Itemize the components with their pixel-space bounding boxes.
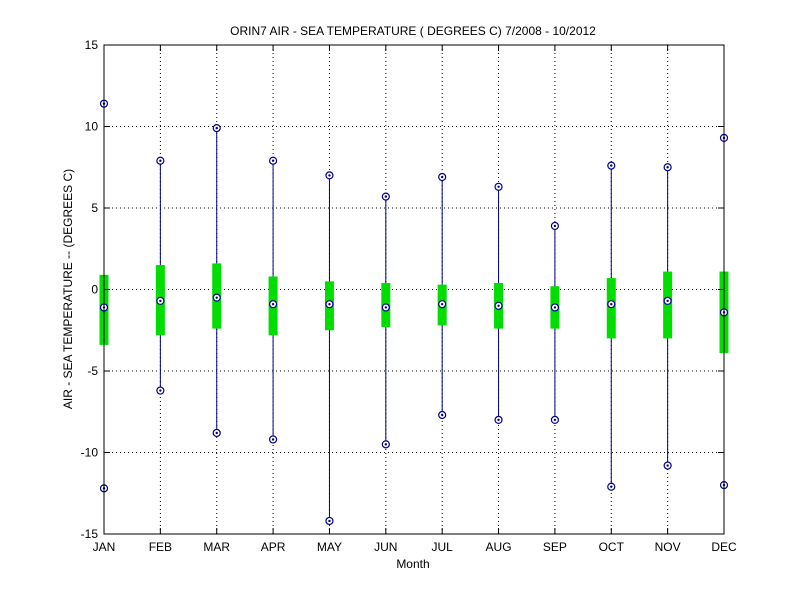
max-marker-jul: [438, 172, 447, 182]
median-marker-sep: [550, 303, 560, 312]
median-marker-apr: [268, 300, 278, 309]
max-marker-feb-dot: [159, 159, 162, 162]
max-marker-nov-dot: [666, 166, 669, 169]
min-marker-may: [325, 516, 334, 526]
x-tick-label-jan: JAN: [93, 540, 116, 554]
min-marker-feb: [156, 386, 165, 395]
x-tick-label-may: MAY: [317, 540, 342, 554]
max-marker-sep: [550, 221, 560, 231]
max-marker-oct: [607, 161, 616, 170]
max-marker-aug-dot: [497, 185, 500, 189]
y-axis-label: AIR - SEA TEMPERATURE -- (DEGREES C): [61, 169, 75, 409]
min-marker-oct: [607, 482, 616, 491]
max-marker-apr: [268, 156, 278, 165]
x-tick-label-feb: FEB: [149, 540, 172, 554]
min-marker-sep: [550, 415, 560, 424]
box-mar: [212, 124, 222, 438]
y-tick-label-4: 5: [91, 201, 98, 215]
y-tick-label-2: -5: [87, 364, 98, 378]
min-marker-jun: [381, 440, 390, 449]
chart-title: ORIN7 AIR - SEA TEMPERATURE ( DEGREES C)…: [230, 24, 596, 38]
median-marker-apr-dot: [271, 302, 275, 306]
min-marker-nov-dot: [666, 464, 669, 467]
max-marker-mar-dot: [215, 126, 218, 130]
box-may: [324, 171, 334, 526]
x-axis-label: Month: [396, 557, 429, 571]
box-jun: [381, 192, 391, 449]
max-marker-feb: [156, 156, 165, 165]
median-marker-sep-dot: [553, 306, 557, 309]
min-marker-mar: [212, 428, 221, 438]
min-marker-jul: [438, 410, 447, 420]
max-marker-oct-dot: [610, 164, 613, 167]
box-apr: [268, 156, 278, 444]
min-marker-may-dot: [328, 519, 331, 523]
min-marker-oct-dot: [610, 485, 613, 488]
median-marker-aug: [494, 301, 503, 310]
x-tick-label-nov: NOV: [655, 540, 681, 554]
median-marker-jul: [438, 300, 447, 309]
max-marker-nov: [663, 163, 672, 172]
max-marker-may: [325, 171, 334, 180]
median-marker-oct-dot: [610, 302, 613, 306]
min-marker-apr-dot: [271, 438, 275, 441]
median-marker-mar-dot: [215, 296, 218, 299]
box-nov: [663, 163, 673, 470]
min-marker-jun-dot: [384, 443, 388, 446]
median-marker-oct: [607, 300, 616, 309]
x-tick-label-aug: AUG: [486, 540, 512, 554]
box-feb: [155, 156, 165, 395]
max-marker-sep-dot: [553, 224, 557, 228]
median-marker-may: [325, 300, 334, 309]
max-marker-may-dot: [328, 174, 331, 177]
max-marker-aug: [494, 182, 503, 191]
median-marker-jul-dot: [440, 302, 444, 306]
max-marker-mar: [212, 124, 221, 133]
x-tick-label-sep: SEP: [543, 540, 567, 554]
median-marker-jun-dot: [384, 306, 388, 309]
box-aug: [494, 182, 504, 424]
x-tick-label-jul: JUL: [432, 540, 454, 554]
median-marker-may-dot: [328, 302, 331, 306]
x-tick-label-dec: DEC: [711, 540, 737, 554]
box-jul: [437, 172, 447, 420]
x-tick-label-jun: JUN: [374, 540, 397, 554]
median-marker-nov-dot: [666, 299, 669, 303]
max-marker-jul-dot: [440, 175, 444, 179]
max-marker-apr-dot: [271, 159, 275, 162]
tick-layer: -15 -10 -5 0 5 10 15 JAN FEB MAR APR MAY JUN JUL AUG SE…: [81, 38, 737, 554]
min-marker-mar-dot: [215, 431, 218, 435]
max-marker-jun: [381, 192, 390, 201]
median-marker-feb-dot: [159, 299, 162, 303]
median-marker-feb: [156, 296, 165, 306]
y-tick-label-0: -15: [81, 527, 99, 541]
y-tick-label-6: 15: [85, 38, 99, 52]
min-marker-aug: [494, 415, 503, 424]
max-marker-jun-dot: [384, 195, 388, 198]
min-marker-apr: [268, 435, 278, 444]
median-marker-mar: [212, 293, 221, 302]
min-marker-jul-dot: [440, 413, 444, 417]
box-oct: [606, 161, 616, 491]
min-marker-feb-dot: [159, 389, 162, 392]
box-sep: [550, 221, 560, 424]
min-marker-nov: [663, 461, 672, 470]
x-tick-label-oct: OCT: [599, 540, 625, 554]
y-tick-label-3: 0: [91, 283, 98, 297]
x-tick-label-mar: MAR: [203, 540, 230, 554]
median-marker-aug-dot: [497, 304, 500, 307]
min-marker-aug-dot: [497, 418, 500, 422]
median-marker-jun: [381, 303, 390, 312]
median-marker-nov: [663, 296, 672, 306]
min-marker-sep-dot: [553, 418, 557, 422]
x-tick-label-apr: APR: [261, 540, 286, 554]
y-tick-label-1: -10: [81, 446, 99, 460]
y-tick-label-5: 10: [85, 120, 99, 134]
